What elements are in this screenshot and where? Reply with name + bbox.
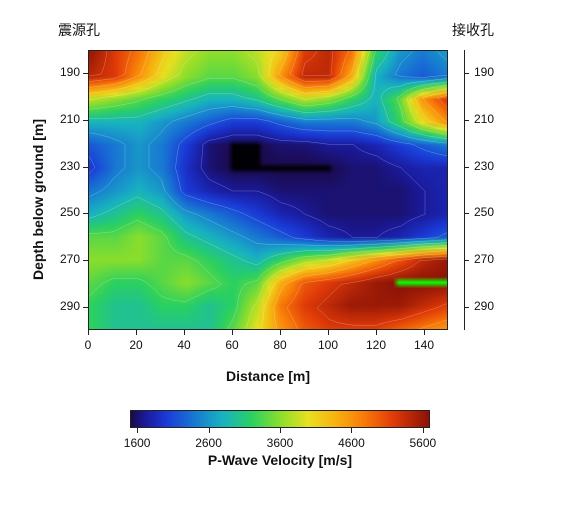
cbar-tick-label: 2600 xyxy=(187,436,231,450)
y-tick-label-right: 270 xyxy=(474,252,510,266)
x-tick-mark xyxy=(184,330,185,335)
y-tick-label-left: 290 xyxy=(44,299,80,313)
y-tick-mark-right xyxy=(464,260,469,261)
figure-root: 震源孔 接收孔 Depth below ground [m] Distance … xyxy=(0,0,561,507)
colorbar-title: P-Wave Velocity [m/s] xyxy=(130,452,430,468)
x-tick-mark xyxy=(136,330,137,335)
y-tick-mark-right xyxy=(464,213,469,214)
x-tick-label: 40 xyxy=(169,338,199,352)
x-axis-title: Distance [m] xyxy=(88,368,448,384)
y-tick-label-right: 210 xyxy=(474,112,510,126)
y-tick-label-left: 270 xyxy=(44,252,80,266)
x-tick-mark xyxy=(376,330,377,335)
y-tick-mark-left xyxy=(83,73,88,74)
y-tick-mark-left xyxy=(83,120,88,121)
x-tick-label: 140 xyxy=(409,338,439,352)
y-tick-mark-right xyxy=(464,307,469,308)
cbar-tick-mark xyxy=(280,428,281,433)
top-label-left: 震源孔 xyxy=(58,20,100,40)
x-tick-mark xyxy=(232,330,233,335)
right-axis-line xyxy=(464,50,465,330)
colorbar xyxy=(130,410,430,428)
y-tick-label-left: 250 xyxy=(44,205,80,219)
cbar-tick-mark xyxy=(423,428,424,433)
y-tick-label-right: 250 xyxy=(474,205,510,219)
y-tick-label-left: 230 xyxy=(44,159,80,173)
x-tick-mark xyxy=(328,330,329,335)
heatmap-plot xyxy=(88,50,448,330)
y-tick-mark-left xyxy=(83,167,88,168)
y-tick-mark-right xyxy=(464,120,469,121)
y-tick-label-right: 190 xyxy=(474,65,510,79)
x-tick-label: 80 xyxy=(265,338,295,352)
cbar-tick-mark xyxy=(209,428,210,433)
cbar-tick-mark xyxy=(137,428,138,433)
x-tick-mark xyxy=(280,330,281,335)
x-tick-label: 60 xyxy=(217,338,247,352)
y-tick-label-left: 190 xyxy=(44,65,80,79)
y-tick-mark-right xyxy=(464,73,469,74)
y-tick-label-right: 290 xyxy=(474,299,510,313)
x-tick-mark xyxy=(88,330,89,335)
cbar-tick-mark xyxy=(351,428,352,433)
cbar-tick-label: 3600 xyxy=(258,436,302,450)
cbar-tick-label: 5600 xyxy=(401,436,445,450)
x-tick-label: 100 xyxy=(313,338,343,352)
x-tick-label: 20 xyxy=(121,338,151,352)
y-tick-mark-left xyxy=(83,213,88,214)
y-tick-label-left: 210 xyxy=(44,112,80,126)
x-tick-label: 0 xyxy=(73,338,103,352)
cbar-tick-label: 4600 xyxy=(329,436,373,450)
y-tick-mark-left xyxy=(83,307,88,308)
x-tick-mark xyxy=(424,330,425,335)
y-tick-label-right: 230 xyxy=(474,159,510,173)
y-tick-mark-right xyxy=(464,167,469,168)
top-label-right: 接收孔 xyxy=(452,20,494,40)
y-tick-mark-left xyxy=(83,260,88,261)
cbar-tick-label: 1600 xyxy=(115,436,159,450)
x-tick-label: 120 xyxy=(361,338,391,352)
